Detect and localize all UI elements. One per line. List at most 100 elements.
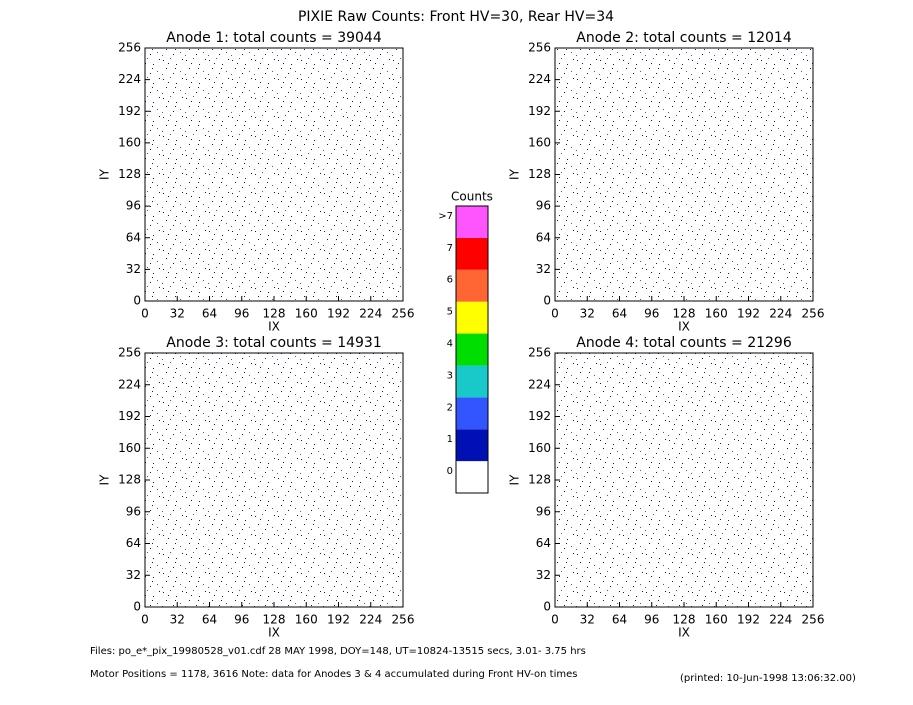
x-tick-label: 32: [580, 613, 595, 627]
x-tick-label: 160: [295, 613, 318, 627]
x-tick-label: 192: [327, 613, 350, 627]
panel-title: Anode 1: total counts = 39044: [166, 30, 382, 46]
colorbar-label: 1: [447, 434, 453, 445]
y-tick-label: 32: [536, 568, 551, 582]
colorbar-cell: [456, 429, 488, 462]
colorbar-cell: [456, 206, 488, 238]
x-tick-label: 64: [202, 613, 217, 627]
heatmap-area: [145, 353, 403, 607]
y-tick-label: 96: [536, 199, 551, 213]
x-tick-label: 192: [737, 613, 760, 627]
y-tick-label: 64: [126, 230, 141, 244]
x-tick-label: 32: [170, 613, 185, 627]
y-tick-label: 256: [528, 41, 551, 55]
chart-title: PIXIE Raw Counts: Front HV=30, Rear HV=3…: [298, 9, 614, 25]
colorbar-cell: [456, 333, 488, 366]
x-tick-label: 192: [737, 307, 760, 321]
y-tick-label: 160: [118, 441, 141, 455]
y-tick-label: 32: [126, 568, 141, 582]
x-axis-label: IX: [268, 320, 280, 334]
y-tick-label: 64: [126, 536, 141, 550]
y-tick-label: 192: [118, 409, 141, 423]
x-tick-label: 32: [580, 307, 595, 321]
y-tick-label: 224: [118, 72, 141, 86]
y-tick-label: 64: [536, 536, 551, 550]
colorbar-cell: [456, 301, 488, 334]
x-tick-label: 0: [141, 613, 149, 627]
y-tick-label: 128: [118, 473, 141, 487]
colorbar-cell: [456, 269, 488, 302]
y-tick-label: 0: [543, 294, 551, 308]
colorbar-cell: [456, 237, 488, 270]
y-tick-label: 192: [528, 409, 551, 423]
colorbar-label: 7: [447, 243, 453, 254]
x-tick-label: 256: [802, 613, 825, 627]
footer-motor: Motor Positions = 1178, 3616 Note: data …: [90, 669, 577, 680]
y-axis-label: IY: [98, 168, 112, 180]
colorbar-frame: [455, 205, 489, 494]
footer-printed: (printed: 10-Jun-1998 13:06:32.00): [680, 673, 856, 684]
x-tick-label: 96: [234, 613, 249, 627]
y-tick-label: 128: [528, 167, 551, 181]
y-axis-label: IY: [508, 168, 522, 180]
y-tick-label: 96: [126, 199, 141, 213]
panel-title: Anode 3: total counts = 14931: [166, 335, 381, 351]
x-tick-label: 128: [673, 307, 696, 321]
colorbar-label: 0: [447, 466, 453, 477]
y-axis-label: IY: [508, 474, 522, 486]
x-tick-label: 64: [612, 307, 627, 321]
heatmap-area: [145, 48, 403, 301]
x-tick-label: 160: [705, 613, 728, 627]
x-tick-label: 32: [170, 307, 185, 321]
x-tick-label: 128: [263, 613, 286, 627]
x-tick-label: 64: [202, 307, 217, 321]
y-tick-label: 192: [528, 104, 551, 118]
y-tick-label: 256: [528, 346, 551, 360]
x-tick-label: 128: [673, 613, 696, 627]
y-tick-label: 128: [528, 473, 551, 487]
y-tick-label: 192: [118, 104, 141, 118]
x-tick-label: 96: [644, 307, 659, 321]
colorbar-title: Counts: [451, 190, 493, 204]
colorbar-label: 4: [447, 339, 453, 350]
x-tick-label: 96: [644, 613, 659, 627]
y-tick-label: 256: [118, 41, 141, 55]
panel-title: Anode 4: total counts = 21296: [576, 335, 792, 351]
colorbar-label: 2: [447, 402, 453, 413]
y-tick-label: 160: [118, 135, 141, 149]
heatmap-area: [555, 48, 813, 301]
y-tick-label: 96: [536, 504, 551, 518]
x-tick-label: 0: [141, 307, 149, 321]
y-tick-label: 96: [126, 504, 141, 518]
y-tick-label: 0: [543, 600, 551, 614]
x-tick-label: 224: [769, 613, 792, 627]
x-axis-label: IX: [678, 626, 690, 640]
footer-files: Files: po_e*_pix_19980528_v01.cdf 28 MAY…: [90, 646, 586, 657]
x-axis-label: IX: [678, 320, 690, 334]
colorbar-label: 5: [447, 307, 453, 318]
x-tick-label: 128: [263, 307, 286, 321]
x-tick-label: 224: [769, 307, 792, 321]
y-tick-label: 32: [126, 262, 141, 276]
x-tick-label: 64: [612, 613, 627, 627]
y-tick-label: 32: [536, 262, 551, 276]
colorbar-label: >7: [438, 211, 453, 222]
x-tick-label: 160: [705, 307, 728, 321]
y-tick-label: 128: [118, 167, 141, 181]
y-tick-label: 256: [118, 346, 141, 360]
heatmap-area: [555, 353, 813, 607]
x-tick-label: 256: [392, 613, 415, 627]
colorbar-label: 3: [447, 370, 453, 381]
x-tick-label: 224: [359, 307, 382, 321]
x-tick-label: 0: [551, 613, 559, 627]
x-tick-label: 192: [327, 307, 350, 321]
y-tick-label: 64: [536, 230, 551, 244]
colorbar-label: 6: [447, 275, 453, 286]
x-tick-label: 224: [359, 613, 382, 627]
colorbar-cell: [456, 461, 488, 493]
x-tick-label: 256: [392, 307, 415, 321]
y-tick-label: 160: [528, 135, 551, 149]
x-tick-label: 96: [234, 307, 249, 321]
x-tick-label: 0: [551, 307, 559, 321]
